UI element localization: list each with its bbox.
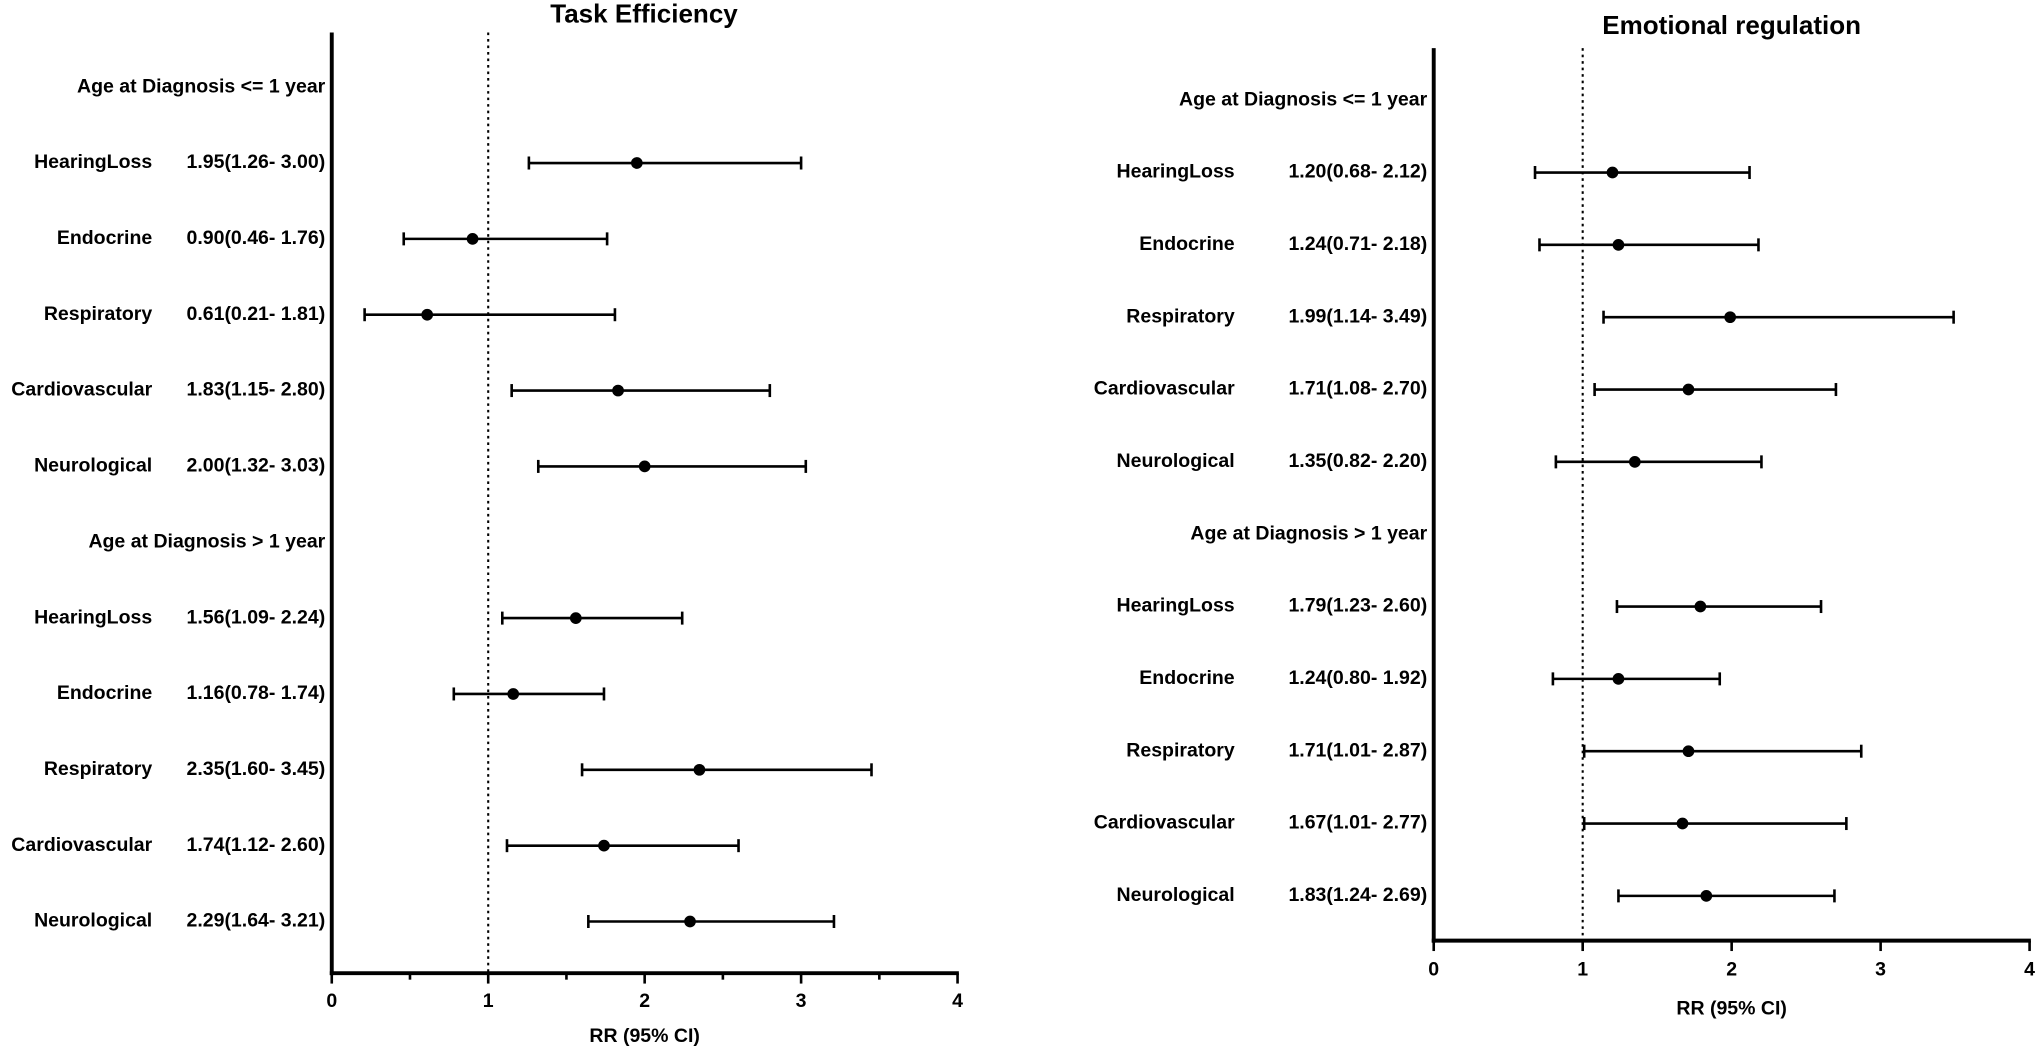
- point-estimate: [693, 763, 706, 776]
- point-estimate: [684, 915, 696, 928]
- estimate-label: 1.83(1.15- 2.80): [186, 379, 325, 401]
- row-label: Neurological: [1117, 884, 1235, 906]
- estimate-label: 0.61(0.21- 1.81): [186, 303, 325, 325]
- group-header: Age at Diagnosis > 1 year: [1190, 522, 1427, 544]
- x-tick-label: 0: [326, 990, 337, 1012]
- estimate-label: 1.71(1.08- 2.70): [1288, 378, 1427, 400]
- row-label: Respiratory: [1126, 305, 1235, 327]
- estimate-label: 1.99(1.14- 3.49): [1288, 305, 1427, 327]
- row-label: Respiratory: [1126, 739, 1235, 761]
- row-label: Endocrine: [57, 227, 153, 249]
- row-label: Respiratory: [44, 758, 153, 780]
- x-tick-label: 0: [1428, 959, 1439, 981]
- x-tick-label: 4: [2024, 959, 2035, 981]
- chart-title: Emotional regulation: [1602, 10, 1861, 40]
- point-estimate: [569, 612, 582, 624]
- estimate-label: 1.79(1.23- 2.60): [1288, 595, 1427, 617]
- estimate-label: 2.29(1.64- 3.21): [186, 910, 325, 932]
- row-label: Cardiovascular: [11, 379, 152, 401]
- row-label: HearingLoss: [1117, 161, 1235, 183]
- point-estimate: [421, 308, 434, 321]
- point-estimate: [466, 233, 479, 245]
- point-estimate: [1682, 745, 1695, 758]
- estimate-label: 1.16(0.78- 1.74): [186, 682, 325, 704]
- point-estimate: [1700, 890, 1713, 902]
- row-label: HearingLoss: [34, 151, 152, 173]
- point-estimate: [630, 157, 643, 169]
- estimate-label: 1.24(0.80- 1.92): [1288, 667, 1427, 689]
- point-estimate: [1676, 817, 1689, 830]
- chart-title: Task Efficiency: [550, 0, 738, 28]
- row-label: Endocrine: [1139, 233, 1235, 255]
- point-estimate: [1606, 166, 1619, 179]
- row-label: Cardiovascular: [1094, 812, 1235, 834]
- x-tick-label: 2: [639, 990, 650, 1012]
- row-label: Neurological: [34, 910, 152, 932]
- group-header: Age at Diagnosis <= 1 year: [77, 75, 326, 97]
- point-estimate: [638, 460, 651, 473]
- estimate-label: 1.24(0.71- 2.18): [1288, 233, 1427, 255]
- x-tick-label: 4: [952, 990, 963, 1012]
- row-label: Endocrine: [1139, 667, 1235, 689]
- estimate-label: 1.95(1.26- 3.00): [186, 151, 325, 173]
- point-estimate: [1682, 383, 1695, 396]
- point-estimate: [1612, 238, 1625, 251]
- row-label: Cardiovascular: [11, 834, 152, 856]
- estimate-label: 1.35(0.82- 2.20): [1288, 450, 1427, 472]
- point-estimate: [612, 384, 624, 397]
- estimate-label: 1.20(0.68- 2.12): [1288, 161, 1427, 183]
- point-estimate: [598, 839, 610, 852]
- estimate-label: 1.56(1.09- 2.24): [186, 606, 325, 628]
- row-label: Neurological: [34, 455, 152, 477]
- point-estimate: [507, 688, 520, 700]
- row-label: Endocrine: [57, 682, 153, 704]
- estimate-label: 2.00(1.32- 3.03): [186, 455, 325, 477]
- estimate-label: 0.90(0.46- 1.76): [186, 227, 325, 249]
- x-tick-label: 3: [796, 990, 807, 1012]
- point-estimate: [1724, 311, 1737, 324]
- x-tick-label: 3: [1875, 959, 1886, 981]
- estimate-label: 2.35(1.60- 3.45): [186, 758, 325, 780]
- x-tick-label: 1: [1577, 959, 1588, 981]
- point-estimate: [1694, 600, 1707, 613]
- estimate-label: 1.83(1.24- 2.69): [1288, 884, 1427, 906]
- x-axis-label: RR (95% CI): [1676, 998, 1787, 1020]
- point-estimate: [1628, 456, 1641, 468]
- point-estimate: [1612, 673, 1625, 685]
- estimate-label: 1.74(1.12- 2.60): [186, 834, 325, 856]
- row-label: Respiratory: [44, 303, 153, 325]
- group-header: Age at Diagnosis > 1 year: [88, 530, 325, 552]
- group-header: Age at Diagnosis <= 1 year: [1179, 88, 1428, 110]
- x-tick-label: 1: [483, 990, 494, 1012]
- x-axis-label: RR (95% CI): [589, 1025, 700, 1047]
- x-tick-label: 2: [1726, 959, 1737, 981]
- row-label: Neurological: [1117, 450, 1235, 472]
- row-label: Cardiovascular: [1094, 378, 1235, 400]
- row-label: HearingLoss: [1117, 595, 1235, 617]
- estimate-label: 1.67(1.01- 2.77): [1288, 812, 1427, 834]
- row-label: HearingLoss: [34, 606, 152, 628]
- estimate-label: 1.71(1.01- 2.87): [1288, 739, 1427, 761]
